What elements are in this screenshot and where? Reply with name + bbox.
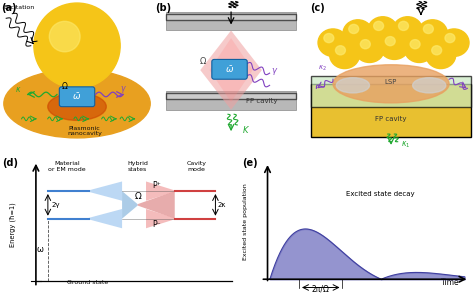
- Ellipse shape: [337, 78, 370, 93]
- Text: FP cavity: FP cavity: [246, 98, 277, 103]
- Text: Excited state population: Excited state population: [243, 183, 248, 260]
- Text: $\Omega$: $\Omega$: [199, 55, 208, 67]
- Circle shape: [49, 21, 80, 52]
- Text: $\gamma$: $\gamma$: [271, 66, 278, 77]
- Circle shape: [410, 40, 420, 49]
- Circle shape: [439, 29, 469, 56]
- Text: Excitation: Excitation: [3, 5, 34, 10]
- Text: $\gamma$: $\gamma$: [120, 84, 127, 95]
- FancyBboxPatch shape: [166, 91, 296, 110]
- Circle shape: [343, 20, 373, 47]
- Polygon shape: [89, 209, 122, 228]
- Circle shape: [324, 33, 334, 43]
- FancyBboxPatch shape: [166, 12, 296, 30]
- Text: $\bar{\omega}$: $\bar{\omega}$: [225, 64, 234, 75]
- FancyBboxPatch shape: [311, 76, 471, 107]
- Text: $\bar{\omega}$: $\bar{\omega}$: [73, 91, 82, 102]
- Text: $K$: $K$: [242, 124, 250, 135]
- Text: (e): (e): [242, 158, 257, 168]
- Circle shape: [432, 46, 442, 55]
- Circle shape: [392, 17, 422, 44]
- Text: (a): (a): [1, 3, 17, 13]
- FancyBboxPatch shape: [212, 59, 247, 79]
- Text: P⁺: P⁺: [152, 181, 161, 190]
- FancyBboxPatch shape: [166, 93, 296, 99]
- Polygon shape: [122, 191, 137, 219]
- Text: ω: ω: [36, 245, 43, 254]
- FancyBboxPatch shape: [59, 87, 95, 107]
- Circle shape: [426, 41, 456, 69]
- Text: (c): (c): [310, 3, 325, 13]
- Text: Hybrid
states: Hybrid states: [127, 161, 148, 172]
- Text: (d): (d): [2, 158, 18, 168]
- Text: $\kappa_2$: $\kappa_2$: [318, 64, 327, 73]
- Text: Ground state: Ground state: [67, 280, 108, 285]
- Text: Time: Time: [441, 278, 460, 287]
- Circle shape: [355, 35, 384, 62]
- Circle shape: [360, 40, 370, 49]
- Circle shape: [423, 24, 433, 33]
- FancyBboxPatch shape: [311, 84, 471, 137]
- Polygon shape: [89, 181, 122, 201]
- Circle shape: [418, 20, 447, 47]
- FancyBboxPatch shape: [166, 14, 296, 20]
- Ellipse shape: [48, 93, 106, 120]
- Text: Energy (ħ=1): Energy (ħ=1): [10, 202, 17, 246]
- Ellipse shape: [333, 65, 449, 103]
- Text: Excited state decay: Excited state decay: [346, 191, 414, 197]
- Text: Plasmonic
nanocavity: Plasmonic nanocavity: [67, 126, 102, 137]
- Circle shape: [34, 3, 120, 88]
- Circle shape: [336, 46, 346, 55]
- Circle shape: [404, 35, 434, 62]
- Ellipse shape: [412, 78, 446, 93]
- Text: $\Omega$: $\Omega$: [61, 80, 68, 91]
- Circle shape: [330, 41, 359, 69]
- Text: P⁻: P⁻: [152, 220, 161, 229]
- Text: $\kappa$: $\kappa$: [15, 85, 22, 94]
- Polygon shape: [210, 38, 253, 102]
- Text: $\kappa_1$: $\kappa_1$: [401, 139, 410, 150]
- Text: Cavity
mode: Cavity mode: [186, 161, 206, 172]
- Text: LSP: LSP: [385, 79, 397, 85]
- Polygon shape: [200, 30, 262, 110]
- Circle shape: [399, 21, 409, 30]
- Text: (b): (b): [155, 3, 172, 13]
- Text: Ω: Ω: [134, 192, 141, 201]
- Circle shape: [379, 32, 409, 59]
- Text: 2γ: 2γ: [52, 202, 60, 208]
- Polygon shape: [146, 181, 175, 201]
- Circle shape: [445, 33, 455, 43]
- Circle shape: [385, 37, 395, 46]
- Circle shape: [349, 24, 359, 33]
- Circle shape: [374, 21, 383, 30]
- Circle shape: [318, 29, 348, 56]
- Text: 2π/Ω: 2π/Ω: [312, 284, 330, 293]
- Polygon shape: [137, 191, 175, 219]
- Polygon shape: [146, 209, 175, 228]
- Text: FP cavity: FP cavity: [375, 116, 407, 122]
- Circle shape: [368, 17, 398, 44]
- Text: 2κ: 2κ: [218, 202, 226, 208]
- Text: Material
or EM mode: Material or EM mode: [48, 161, 86, 172]
- Ellipse shape: [4, 69, 150, 138]
